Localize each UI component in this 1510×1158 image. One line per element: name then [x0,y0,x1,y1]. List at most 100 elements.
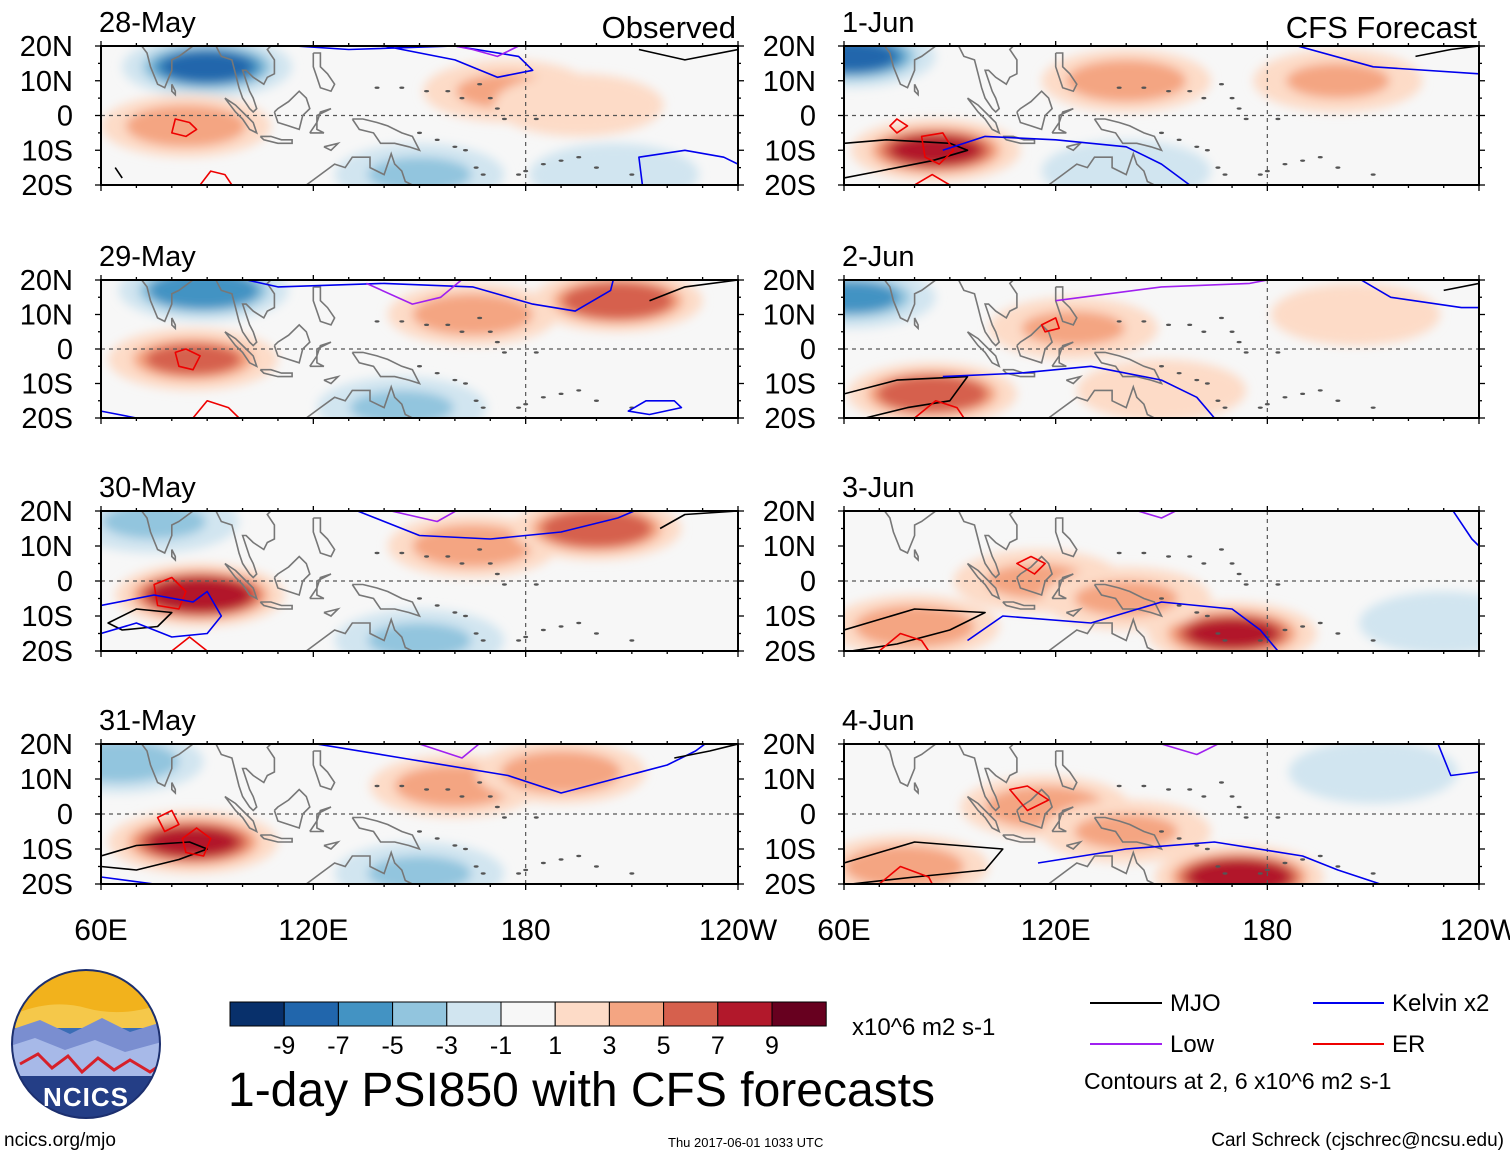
island [593,166,599,169]
island [459,96,465,100]
island [501,583,507,586]
island [558,159,564,162]
logo-text: NCICS [43,1082,129,1112]
island [445,323,451,327]
island [424,555,430,558]
field-anomaly-blob [145,343,241,375]
island [1166,788,1172,791]
legend: MJO Kelvin x2 Low ER [1090,990,1489,1058]
island [494,572,500,576]
island [424,788,430,791]
island [1243,117,1249,121]
lat-label: 0 [57,334,73,366]
island [1257,173,1263,176]
kelvin-contour [283,46,534,79]
island [593,399,599,402]
kelvin-contour [967,601,1279,651]
island [593,865,599,868]
island [1236,340,1242,344]
field-anomaly-blob [1021,311,1126,346]
coastline [323,375,341,385]
kelvin-contour [1437,744,1479,777]
island [1317,854,1323,858]
coastline [259,834,293,843]
mjo-contour [674,744,738,759]
contour-note: Contours at 2, 6 x10^6 m2 s-1 [1084,1068,1392,1094]
island [1229,96,1235,100]
island [399,784,405,788]
island [1275,351,1281,354]
coastline [323,607,341,617]
island [480,406,486,409]
colorbar-swatch [392,1001,448,1027]
island [629,173,635,176]
coastline [140,511,276,579]
island [558,858,564,861]
colorbar-swatch [283,1001,339,1027]
kelvin-contour [355,511,637,540]
legend-kelvin-label: Kelvin x2 [1392,990,1489,1017]
island [516,639,522,642]
island [1204,382,1210,385]
island [523,169,529,173]
lat-label: 0 [800,566,816,598]
island [459,562,465,565]
coastline [304,384,413,418]
island [1370,872,1376,875]
island [1264,169,1270,173]
lat-label: 20S [21,403,73,435]
island [463,149,469,152]
island [1275,583,1281,586]
coastline [140,744,276,812]
coastline [313,494,320,501]
island [494,107,500,110]
island [417,597,422,600]
panel-date: 4-Jun [842,705,915,737]
island [1222,639,1228,642]
coastline [1065,141,1084,152]
island [1300,159,1306,162]
field-anomaly-blob [844,46,897,72]
panel-date: 30-May [99,472,196,504]
panel-date: 2-Jun [842,241,915,273]
coastline [273,90,311,131]
coastline [913,317,919,331]
island [533,351,539,354]
island [452,844,458,847]
island [1176,138,1182,142]
coastline [1051,341,1074,368]
coastline [323,141,341,152]
island [516,872,522,875]
panel-date: 29-May [99,241,196,273]
island [477,83,483,86]
field-anomaly-blob [424,530,521,562]
field-anomaly-blob [1295,293,1416,336]
er-contour [920,132,955,165]
island [501,117,507,121]
island [374,551,380,555]
kelvin-contour [1452,511,1479,547]
lat-label: 10S [764,834,816,866]
lat-label: 10N [763,300,816,332]
coastline [273,323,311,364]
kelvin-contour [638,149,738,185]
coastline [883,46,1018,114]
coastline [913,549,919,562]
island [374,320,380,323]
low-contour [419,744,481,759]
island [1222,406,1228,409]
field-anomaly-blob [161,52,253,82]
lon-label: 120E [278,914,348,947]
coastline [224,97,259,135]
lat-label: 10S [21,834,73,866]
coastline [323,840,341,850]
island [452,145,458,148]
coastline [966,562,1001,601]
island [463,847,469,851]
colorbar-swatch [771,1001,827,1027]
low-contour [450,46,519,58]
island [473,632,479,635]
island [1176,371,1182,375]
colorbar-swatch [500,1001,556,1027]
